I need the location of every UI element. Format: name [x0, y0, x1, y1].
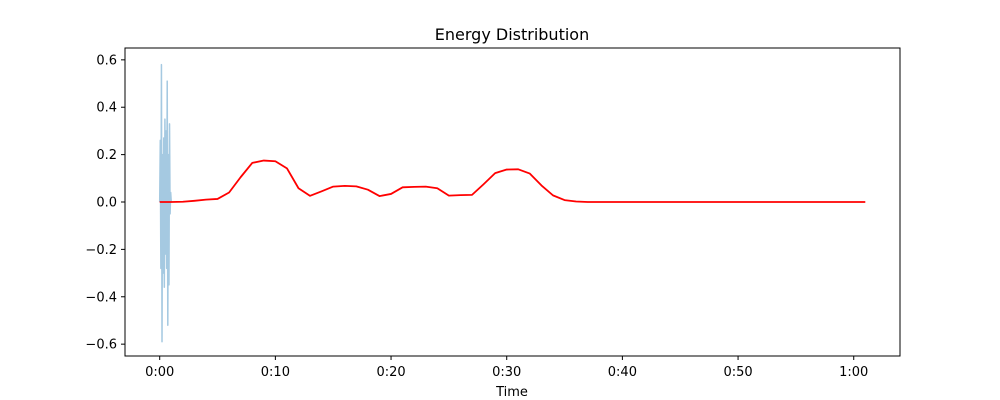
x-tick-label: 1:00: [839, 365, 868, 380]
series-layer: [158, 63, 866, 343]
x-tick-label: 0:00: [145, 365, 174, 380]
x-tick-label: 0:10: [261, 365, 290, 380]
x-tick-label: 0:20: [376, 365, 405, 380]
y-tick-label: 0.4: [96, 101, 117, 116]
y-tick-label: 0.6: [96, 53, 117, 68]
x-axis-label: Time: [495, 385, 528, 400]
x-tick-label: 0:50: [723, 365, 752, 380]
y-axis-ticks: 0.6 0.4 0.2 0.0 −0.2 −0.4 −0.6: [85, 53, 125, 353]
y-tick-label: 0.2: [96, 148, 117, 163]
y-tick-label: 0.0: [96, 196, 117, 211]
series-line-1: [158, 63, 173, 343]
x-tick-label: 0:40: [608, 365, 637, 380]
x-axis-ticks: 0:00 0:10 0:20 0:30 0:40 0:50 1:00: [145, 356, 868, 380]
x-tick-label: 0:30: [492, 365, 521, 380]
series-line-2: [159, 159, 866, 203]
y-tick-label: −0.4: [85, 290, 117, 305]
y-tick-label: −0.6: [85, 338, 117, 353]
y-tick-label: −0.2: [85, 243, 117, 258]
chart-title: Energy Distribution: [435, 25, 589, 44]
